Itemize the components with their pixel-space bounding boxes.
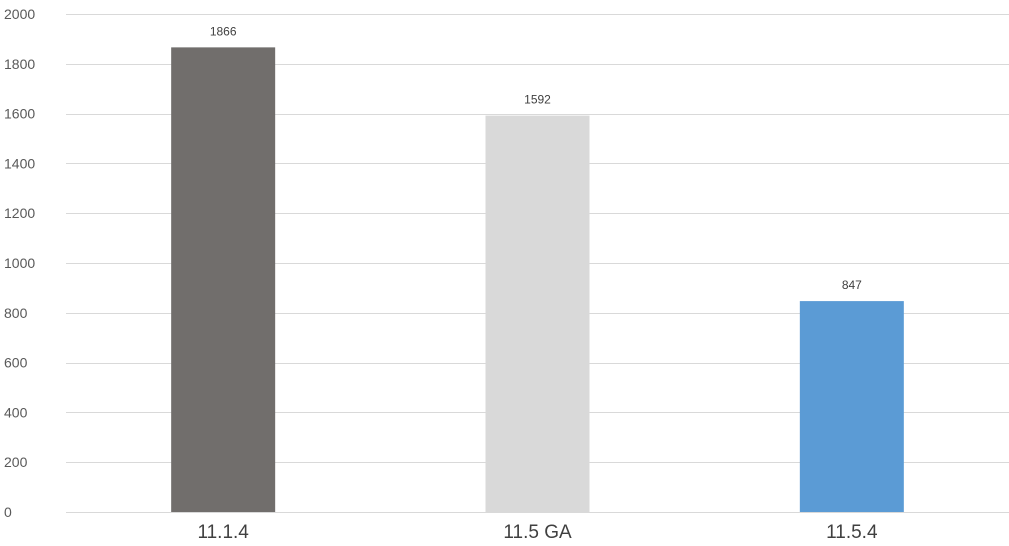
- data-label: 847: [842, 278, 862, 292]
- y-tick-label: 1200: [4, 205, 35, 221]
- data-label: 1866: [210, 24, 237, 38]
- y-tick-label: 0: [4, 504, 12, 520]
- y-tick-label: 400: [4, 404, 28, 420]
- x-tick-label: 11.5.4: [826, 522, 878, 543]
- data-labels: 1866 1592 847: [210, 24, 862, 292]
- y-tick-label: 200: [4, 454, 28, 470]
- bars: [171, 47, 904, 513]
- y-axis-tick-labels: 0 200 400 600 800 1000 1200 1400 1600 1800 2000: [4, 6, 35, 520]
- data-label: 1592: [524, 93, 551, 107]
- x-tick-label: 11.5 GA: [503, 522, 572, 543]
- y-tick-label: 600: [4, 355, 28, 371]
- bar: [485, 115, 590, 512]
- x-axis-tick-labels: 11.1.4 11.5 GA 11.5.4: [197, 522, 878, 543]
- bar: [799, 301, 904, 512]
- y-tick-label: 1800: [4, 56, 35, 72]
- y-tick-label: 1000: [4, 255, 35, 271]
- y-tick-label: 2000: [4, 6, 35, 22]
- y-tick-label: 800: [4, 305, 28, 321]
- bar: [171, 47, 276, 513]
- y-tick-label: 1600: [4, 106, 35, 122]
- y-tick-label: 1400: [4, 155, 35, 171]
- x-tick-label: 11.1.4: [197, 522, 249, 543]
